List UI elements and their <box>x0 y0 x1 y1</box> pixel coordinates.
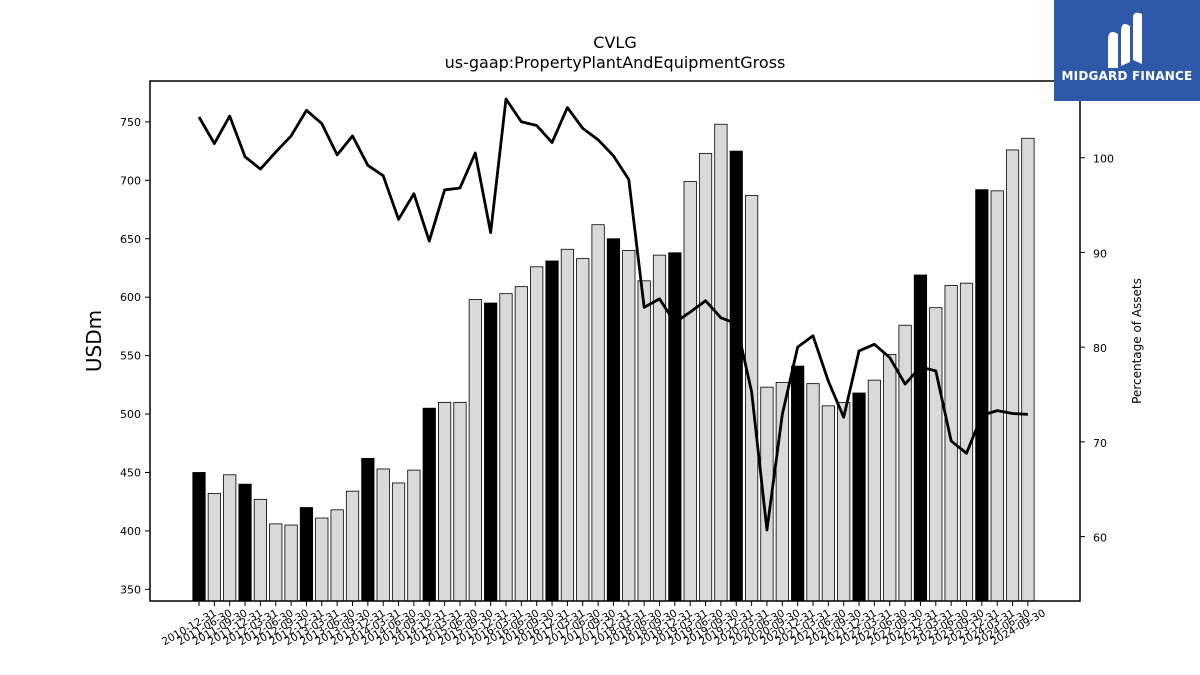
y-axis-label: USDm <box>82 310 106 372</box>
chart-title: CVLG <box>593 33 636 52</box>
bar <box>499 293 513 602</box>
bar <box>806 383 820 602</box>
y2-tick-label: 60 <box>1093 532 1107 545</box>
bar <box>253 498 267 602</box>
bar <box>837 401 851 602</box>
bar <box>791 365 805 602</box>
bar <box>898 324 912 602</box>
y2-tick-label: 90 <box>1093 247 1107 260</box>
bar <box>407 469 421 602</box>
bar <box>468 299 482 602</box>
bar <box>315 517 329 602</box>
bar <box>238 483 252 602</box>
midgard-finance-logo: MIDGARD FINANCE <box>1054 0 1200 101</box>
percentage-line <box>197 97 1028 532</box>
bar <box>867 379 882 602</box>
bar <box>852 392 866 602</box>
bar <box>514 286 528 602</box>
bar <box>683 181 697 602</box>
y-tick-label: 450 <box>120 466 141 479</box>
y-tick-label: 350 <box>120 583 141 596</box>
chart-subtitle: us-gaap:PropertyPlantAndEquipmentGross <box>445 53 786 72</box>
bar <box>1005 149 1020 602</box>
bar <box>606 238 621 602</box>
bar <box>698 153 713 602</box>
bar <box>560 248 575 602</box>
bar <box>299 507 314 602</box>
bar <box>929 307 943 602</box>
y-tick-label: 650 <box>120 233 141 246</box>
bar <box>990 190 1004 602</box>
y-tick-label: 700 <box>120 174 141 187</box>
bar <box>376 468 390 602</box>
bar <box>714 123 728 602</box>
bar <box>545 260 559 602</box>
bar <box>591 224 605 602</box>
bar <box>530 266 544 602</box>
bar <box>437 401 452 602</box>
bar <box>883 354 897 602</box>
bar <box>223 474 237 602</box>
plot-frame <box>149 80 1081 602</box>
y-tick-label: 400 <box>120 525 141 538</box>
y2-tick-label: 70 <box>1093 437 1107 450</box>
bar <box>821 405 835 602</box>
bar <box>622 250 636 602</box>
bar <box>391 482 406 602</box>
bar <box>1021 137 1035 602</box>
x-axis-ticks: 2010-12-312011-06-302011-09-302011-12-31… <box>160 601 1048 648</box>
logo-mark-icon <box>1108 12 1142 68</box>
bar <box>668 252 682 602</box>
bar <box>484 302 498 602</box>
bar <box>207 493 221 602</box>
bar <box>361 458 375 602</box>
bar <box>975 189 989 602</box>
y-tick-label: 750 <box>120 116 141 129</box>
bar <box>637 280 651 602</box>
bar <box>330 509 344 602</box>
percentage-line-series <box>197 97 1028 532</box>
bar <box>453 401 467 602</box>
bar <box>345 490 360 602</box>
bar <box>729 150 743 602</box>
right-axis-ticks: 60 70 80 90 100 <box>1080 153 1114 545</box>
bar <box>913 274 928 602</box>
bar <box>422 407 436 602</box>
y2-axis-label: Percentage of Assets <box>1130 278 1144 404</box>
bar <box>192 472 206 602</box>
bar <box>284 524 298 602</box>
y2-tick-label: 80 <box>1093 342 1107 355</box>
bar <box>269 523 283 602</box>
y-tick-label: 600 <box>120 291 141 304</box>
left-axis-ticks: 350 400 450 500 550 600 650 700 750 <box>120 116 150 596</box>
y-tick-label: 500 <box>120 408 141 421</box>
logo-text: MIDGARD FINANCE <box>1061 69 1193 83</box>
y2-tick-label: 100 <box>1093 153 1114 166</box>
bar <box>576 258 590 602</box>
bar-series <box>192 123 1035 602</box>
y-tick-label: 550 <box>120 350 141 363</box>
